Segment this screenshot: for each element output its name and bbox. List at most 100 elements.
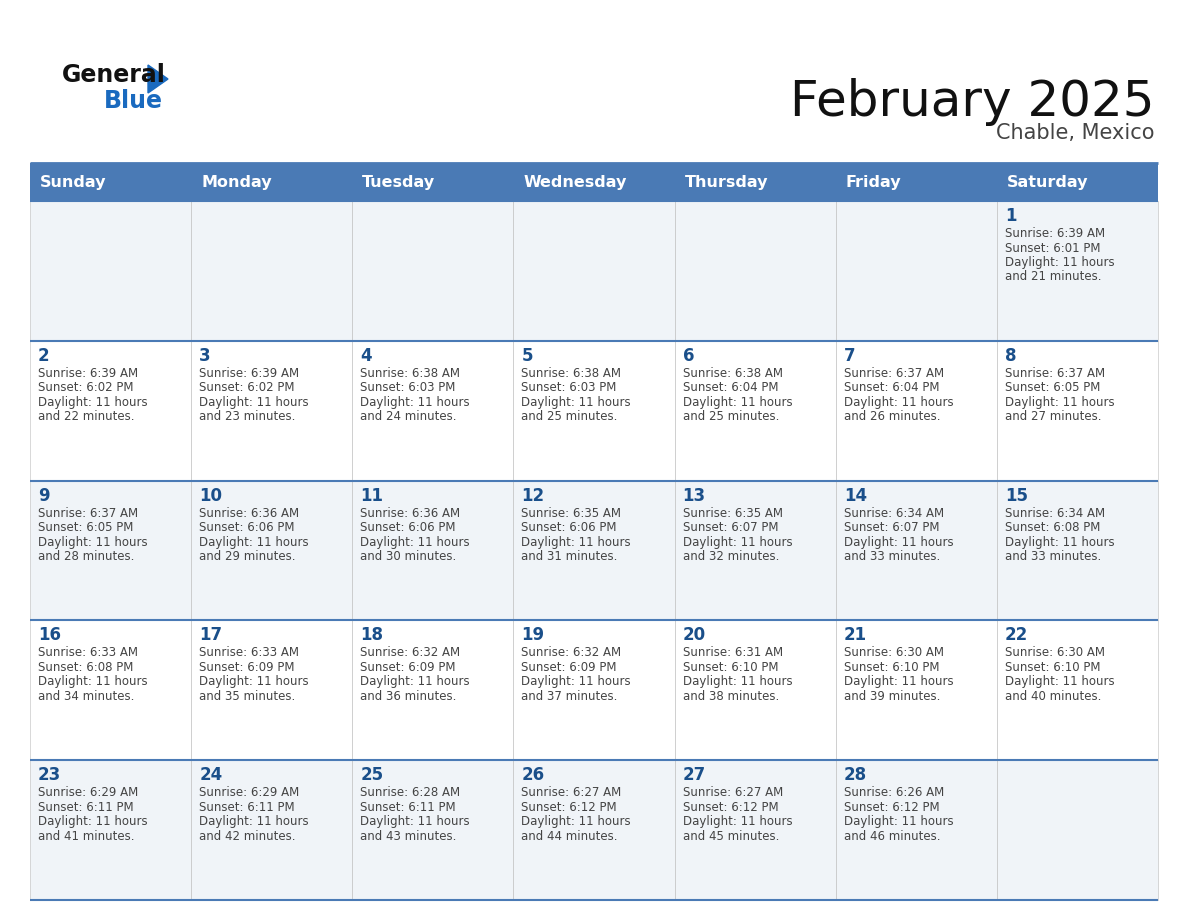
Text: Sunrise: 6:35 AM: Sunrise: 6:35 AM	[683, 507, 783, 520]
Text: Daylight: 11 hours: Daylight: 11 hours	[200, 396, 309, 409]
Text: Daylight: 11 hours: Daylight: 11 hours	[360, 815, 470, 828]
Text: Daylight: 11 hours: Daylight: 11 hours	[38, 396, 147, 409]
Bar	[835, 201, 997, 341]
Bar	[997, 201, 1158, 341]
Text: 15: 15	[1005, 487, 1028, 505]
Text: Daylight: 11 hours: Daylight: 11 hours	[843, 676, 953, 688]
Bar	[30, 481, 191, 621]
Text: Sunrise: 6:35 AM: Sunrise: 6:35 AM	[522, 507, 621, 520]
Text: Blue: Blue	[105, 89, 163, 113]
Text: Daylight: 11 hours: Daylight: 11 hours	[683, 535, 792, 549]
Bar	[675, 481, 835, 621]
Text: 8: 8	[1005, 347, 1017, 364]
Bar	[675, 621, 835, 760]
Text: Sunset: 6:01 PM: Sunset: 6:01 PM	[1005, 241, 1100, 254]
Text: Daylight: 11 hours: Daylight: 11 hours	[683, 396, 792, 409]
Text: and 29 minutes.: and 29 minutes.	[200, 550, 296, 563]
Text: and 25 minutes.: and 25 minutes.	[522, 410, 618, 423]
Text: Daylight: 11 hours: Daylight: 11 hours	[1005, 676, 1114, 688]
Text: Monday: Monday	[201, 174, 272, 189]
Bar	[997, 621, 1158, 760]
Text: Sunrise: 6:31 AM: Sunrise: 6:31 AM	[683, 646, 783, 659]
Text: and 24 minutes.: and 24 minutes.	[360, 410, 456, 423]
Text: Daylight: 11 hours: Daylight: 11 hours	[1005, 396, 1114, 409]
Bar	[835, 481, 997, 621]
Bar	[30, 163, 191, 201]
Polygon shape	[148, 65, 168, 93]
Text: General: General	[62, 63, 166, 87]
Bar	[513, 341, 675, 481]
Text: 6: 6	[683, 347, 694, 364]
Bar	[675, 163, 835, 201]
Text: Sunset: 6:05 PM: Sunset: 6:05 PM	[38, 521, 133, 534]
Text: and 36 minutes.: and 36 minutes.	[360, 690, 456, 703]
Text: Sunset: 6:06 PM: Sunset: 6:06 PM	[200, 521, 295, 534]
Text: 9: 9	[38, 487, 50, 505]
Text: Sunset: 6:03 PM: Sunset: 6:03 PM	[360, 381, 456, 395]
Bar	[997, 760, 1158, 900]
Text: 27: 27	[683, 767, 706, 784]
Text: 2: 2	[38, 347, 50, 364]
Text: Daylight: 11 hours: Daylight: 11 hours	[522, 676, 631, 688]
Text: Sunrise: 6:34 AM: Sunrise: 6:34 AM	[843, 507, 943, 520]
Text: Sunrise: 6:36 AM: Sunrise: 6:36 AM	[200, 507, 299, 520]
Text: Sunrise: 6:28 AM: Sunrise: 6:28 AM	[360, 786, 461, 800]
Bar	[30, 341, 191, 481]
Text: Sunset: 6:07 PM: Sunset: 6:07 PM	[843, 521, 940, 534]
Text: 21: 21	[843, 626, 867, 644]
Text: and 33 minutes.: and 33 minutes.	[1005, 550, 1101, 563]
Text: Sunrise: 6:30 AM: Sunrise: 6:30 AM	[1005, 646, 1105, 659]
Text: and 33 minutes.: and 33 minutes.	[843, 550, 940, 563]
Text: Sunrise: 6:33 AM: Sunrise: 6:33 AM	[38, 646, 138, 659]
Text: Sunset: 6:11 PM: Sunset: 6:11 PM	[360, 800, 456, 813]
Text: Sunrise: 6:29 AM: Sunrise: 6:29 AM	[38, 786, 138, 800]
Text: 14: 14	[843, 487, 867, 505]
Text: Sunset: 6:07 PM: Sunset: 6:07 PM	[683, 521, 778, 534]
Text: 18: 18	[360, 626, 384, 644]
Bar	[191, 481, 353, 621]
Text: Sunrise: 6:30 AM: Sunrise: 6:30 AM	[843, 646, 943, 659]
Bar	[191, 341, 353, 481]
Text: Sunrise: 6:37 AM: Sunrise: 6:37 AM	[38, 507, 138, 520]
Text: and 31 minutes.: and 31 minutes.	[522, 550, 618, 563]
Text: Daylight: 11 hours: Daylight: 11 hours	[1005, 535, 1114, 549]
Text: and 35 minutes.: and 35 minutes.	[200, 690, 296, 703]
Bar	[835, 760, 997, 900]
Text: Sunset: 6:02 PM: Sunset: 6:02 PM	[200, 381, 295, 395]
Text: Sunrise: 6:26 AM: Sunrise: 6:26 AM	[843, 786, 944, 800]
Text: and 23 minutes.: and 23 minutes.	[200, 410, 296, 423]
Text: Daylight: 11 hours: Daylight: 11 hours	[522, 396, 631, 409]
Text: Sunset: 6:09 PM: Sunset: 6:09 PM	[360, 661, 456, 674]
Text: Sunset: 6:06 PM: Sunset: 6:06 PM	[360, 521, 456, 534]
Text: Friday: Friday	[846, 174, 902, 189]
Bar	[30, 760, 191, 900]
Text: Sunset: 6:10 PM: Sunset: 6:10 PM	[1005, 661, 1100, 674]
Text: Sunrise: 6:39 AM: Sunrise: 6:39 AM	[38, 367, 138, 380]
Text: 7: 7	[843, 347, 855, 364]
Text: Sunset: 6:03 PM: Sunset: 6:03 PM	[522, 381, 617, 395]
Bar	[835, 341, 997, 481]
Text: Sunset: 6:05 PM: Sunset: 6:05 PM	[1005, 381, 1100, 395]
Text: Sunset: 6:04 PM: Sunset: 6:04 PM	[843, 381, 940, 395]
Text: and 34 minutes.: and 34 minutes.	[38, 690, 134, 703]
Text: Sunset: 6:06 PM: Sunset: 6:06 PM	[522, 521, 617, 534]
Text: Sunset: 6:11 PM: Sunset: 6:11 PM	[38, 800, 133, 813]
Text: Daylight: 11 hours: Daylight: 11 hours	[522, 535, 631, 549]
Text: Sunrise: 6:39 AM: Sunrise: 6:39 AM	[200, 367, 299, 380]
Text: Sunrise: 6:34 AM: Sunrise: 6:34 AM	[1005, 507, 1105, 520]
Text: Sunrise: 6:36 AM: Sunrise: 6:36 AM	[360, 507, 461, 520]
Text: Daylight: 11 hours: Daylight: 11 hours	[843, 815, 953, 828]
Text: Daylight: 11 hours: Daylight: 11 hours	[360, 535, 470, 549]
Bar	[675, 341, 835, 481]
Text: and 44 minutes.: and 44 minutes.	[522, 830, 618, 843]
Bar	[191, 621, 353, 760]
Text: Daylight: 11 hours: Daylight: 11 hours	[200, 676, 309, 688]
Text: Sunrise: 6:32 AM: Sunrise: 6:32 AM	[360, 646, 461, 659]
Text: Daylight: 11 hours: Daylight: 11 hours	[38, 535, 147, 549]
Bar	[30, 621, 191, 760]
Text: and 22 minutes.: and 22 minutes.	[38, 410, 134, 423]
Text: Saturday: Saturday	[1007, 174, 1088, 189]
Bar	[191, 760, 353, 900]
Text: and 27 minutes.: and 27 minutes.	[1005, 410, 1101, 423]
Text: and 32 minutes.: and 32 minutes.	[683, 550, 779, 563]
